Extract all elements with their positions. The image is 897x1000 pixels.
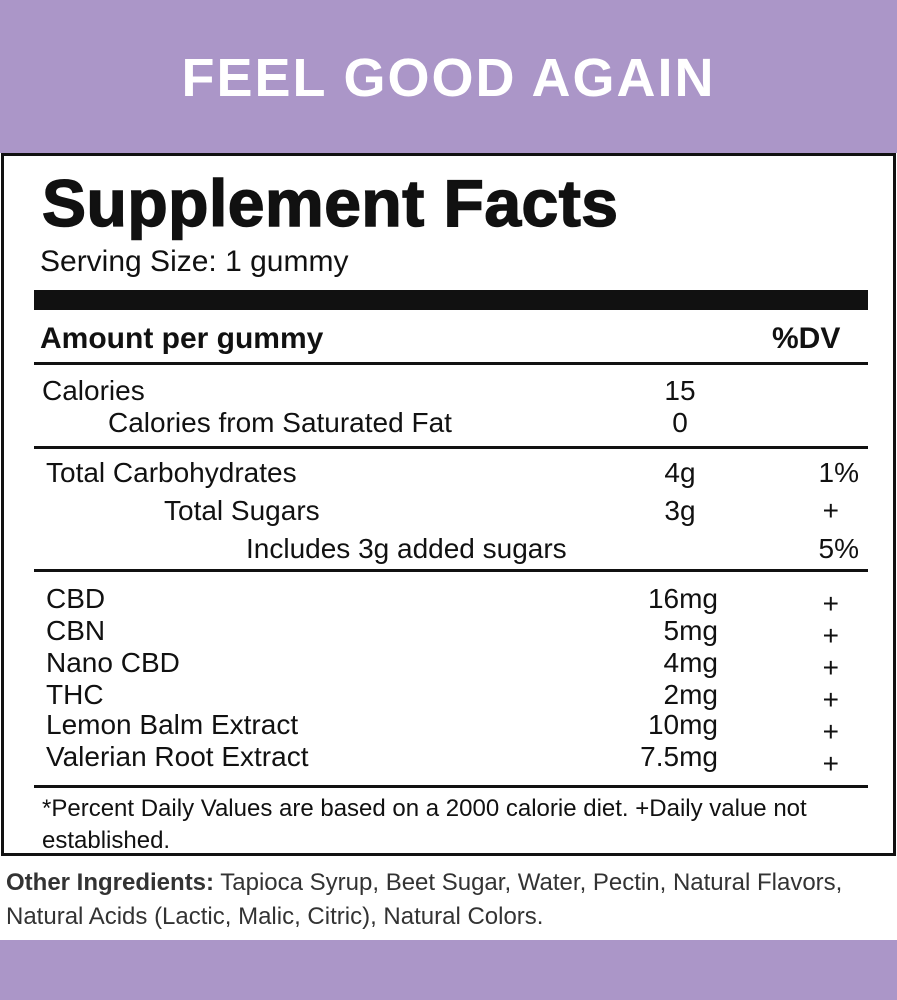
brand-title: FEEL GOOD AGAIN (181, 48, 716, 108)
nutrient-amount: 3g (664, 495, 696, 526)
ingredients-label: Other Ingredients: (6, 869, 215, 896)
footnote: *Percent Daily Values are based on a 200… (42, 795, 807, 854)
nutrient-amount: 4mg (663, 647, 718, 678)
nutrient-amount: 10mg (647, 709, 718, 740)
other-ingredients: Other Ingredients: Tapioca Syrup, Beet S… (6, 866, 886, 934)
facts-panel: Supplement Facts Serving Size: 1 gummy A… (1, 153, 896, 856)
daily-value: + (822, 495, 839, 526)
daily-value: + (822, 588, 839, 619)
nutrient-name: THC (46, 679, 104, 710)
ingredients-text: Tapioca Syrup, Beet Sugar, Water, Pectin… (6, 869, 843, 930)
thick-rule (34, 290, 868, 310)
daily-value: + (822, 652, 839, 683)
daily-value: 1% (818, 457, 859, 488)
nutrient-amount: 0 (672, 407, 688, 438)
nutrient-amount: 2mg (663, 679, 718, 710)
rule (34, 362, 868, 365)
nutrient-name: Calories (42, 375, 145, 406)
nutrient-name: CBN (46, 615, 106, 646)
rule (34, 785, 868, 788)
daily-value: + (822, 684, 839, 715)
serving-size: Serving Size: 1 gummy (40, 245, 349, 278)
nutrient-name: CBD (46, 583, 106, 614)
nutrient-name: Valerian Root Extract (46, 741, 309, 772)
nutrient-name: Total Carbohydrates (46, 457, 297, 488)
nutrient-amount: 5mg (663, 615, 718, 646)
nutrient-amount: 4g (664, 457, 696, 488)
daily-value: + (822, 748, 839, 779)
footer-band (0, 940, 897, 1000)
nutrient-name: Lemon Balm Extract (46, 709, 299, 740)
rule (34, 446, 868, 449)
nutrient-amount: 16mg (647, 583, 718, 614)
column-header: Amount per gummy (40, 322, 324, 355)
daily-value: 5% (818, 533, 859, 564)
nutrient-name: Nano CBD (46, 647, 180, 678)
column-header: %DV (772, 322, 841, 355)
nutrient-name: Includes 3g added sugars (246, 533, 567, 564)
nutrient-amount: 15 (664, 375, 696, 406)
facts-title: Supplement Facts (41, 165, 619, 241)
nutrient-name: Calories from Saturated Fat (108, 407, 452, 438)
nutrient-amount: 7.5mg (640, 741, 718, 772)
nutrient-name: Total Sugars (164, 495, 320, 526)
rule (34, 569, 868, 572)
header-band: FEEL GOOD AGAIN (0, 0, 897, 153)
daily-value: + (822, 620, 839, 651)
daily-value: + (822, 716, 839, 747)
